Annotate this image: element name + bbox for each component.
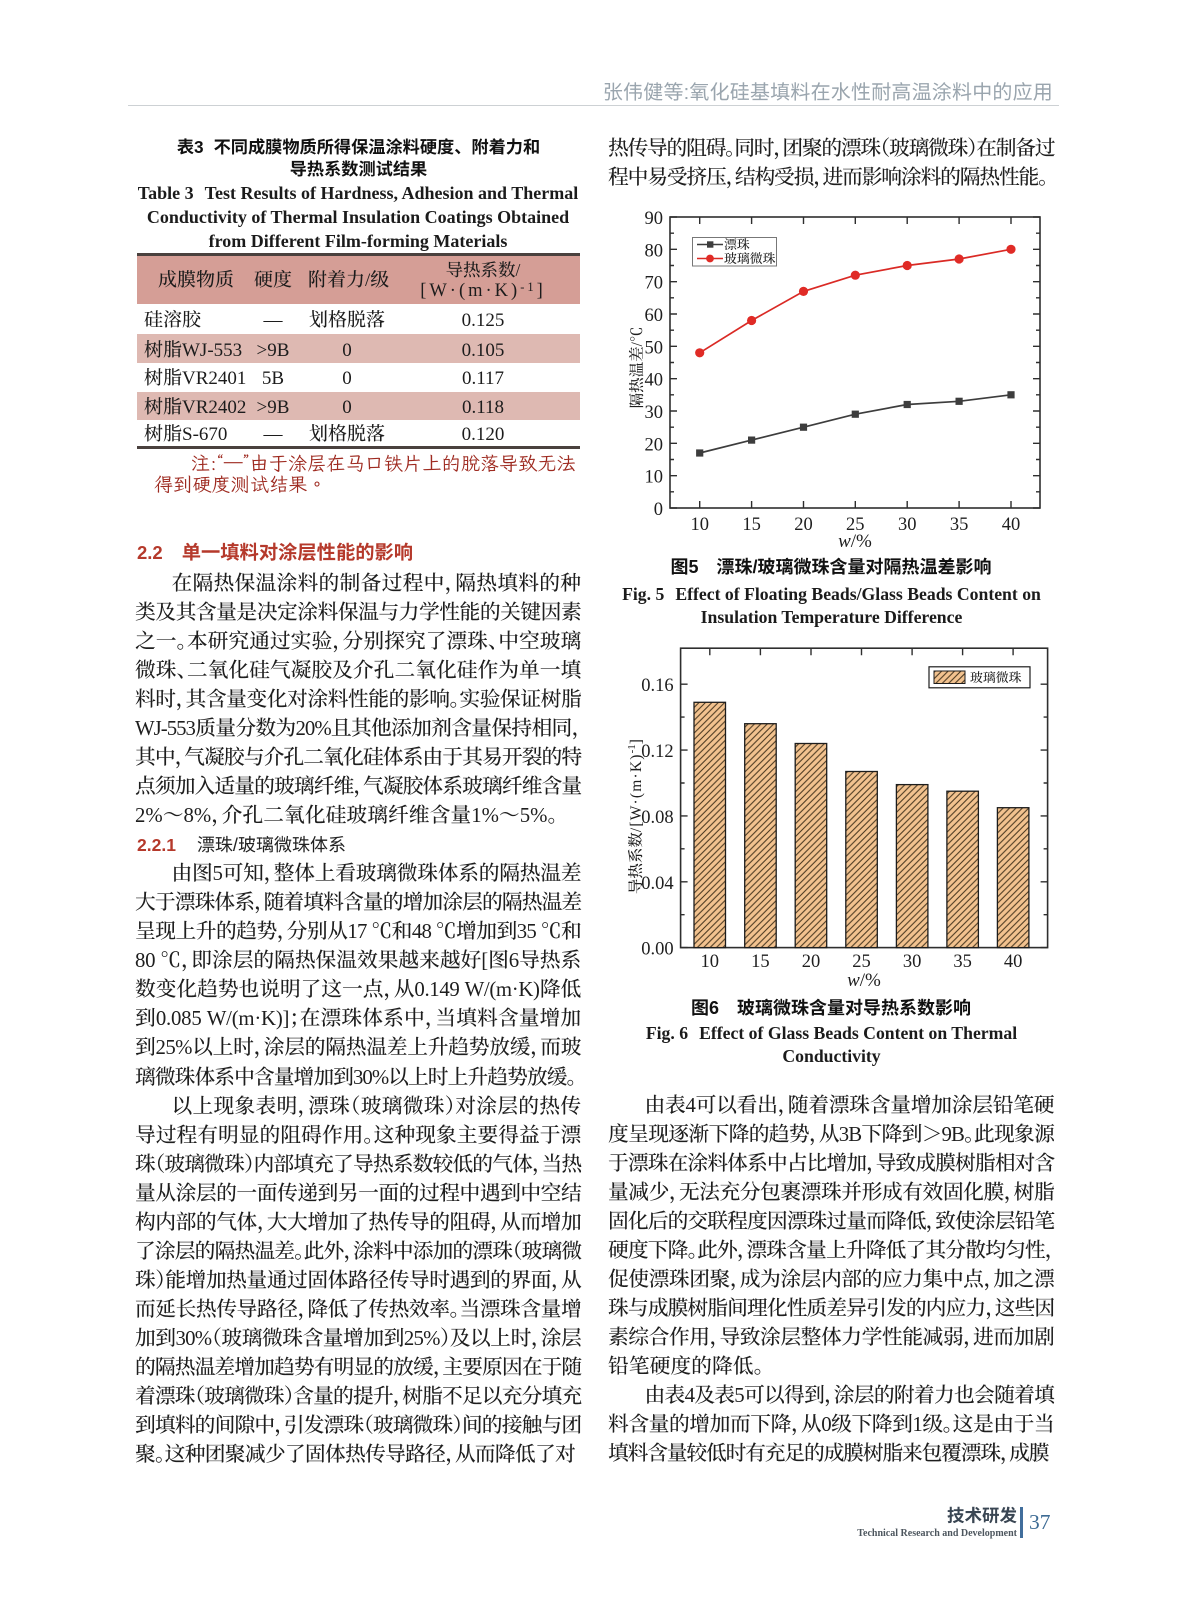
svg-text:0.04: 0.04 xyxy=(641,874,673,894)
svg-text:w/%: w/% xyxy=(847,970,881,991)
svg-text:25: 25 xyxy=(852,952,871,972)
svg-text:90: 90 xyxy=(645,209,664,229)
svg-text:30: 30 xyxy=(645,403,664,423)
svg-text:40: 40 xyxy=(1004,952,1023,972)
svg-text:漂珠: 漂珠 xyxy=(724,238,750,252)
svg-text:40: 40 xyxy=(1002,515,1021,535)
svg-text:0: 0 xyxy=(654,500,663,520)
svg-text:30: 30 xyxy=(898,515,917,535)
svg-text:20: 20 xyxy=(645,435,664,455)
svg-text:10: 10 xyxy=(645,468,664,488)
svg-text:玻璃微珠: 玻璃微珠 xyxy=(724,252,776,266)
svg-text:隔热温差/℃: 隔热温差/℃ xyxy=(628,327,646,409)
svg-text:10: 10 xyxy=(690,515,709,535)
svg-text:10: 10 xyxy=(701,952,720,972)
svg-text:35: 35 xyxy=(953,952,972,972)
svg-text:0.12: 0.12 xyxy=(641,742,673,762)
svg-text:w/%: w/% xyxy=(838,531,872,552)
svg-text:25: 25 xyxy=(846,515,865,535)
svg-text:导热系数/[W·(m·K)-1]: 导热系数/[W·(m·K)-1] xyxy=(626,738,645,894)
svg-text:35: 35 xyxy=(950,515,969,535)
svg-text:玻璃微珠: 玻璃微珠 xyxy=(970,671,1022,685)
svg-text:60: 60 xyxy=(645,306,664,326)
svg-text:70: 70 xyxy=(645,274,664,294)
svg-text:30: 30 xyxy=(903,952,922,972)
svg-text:40: 40 xyxy=(645,371,664,391)
svg-text:0.00: 0.00 xyxy=(641,940,673,960)
svg-text:20: 20 xyxy=(794,515,813,535)
svg-text:15: 15 xyxy=(751,952,770,972)
svg-text:0.08: 0.08 xyxy=(641,808,673,828)
svg-text:15: 15 xyxy=(742,515,761,535)
svg-text:20: 20 xyxy=(802,952,821,972)
svg-text:0.16: 0.16 xyxy=(641,676,673,696)
svg-text:80: 80 xyxy=(645,241,664,261)
svg-text:50: 50 xyxy=(645,338,664,358)
